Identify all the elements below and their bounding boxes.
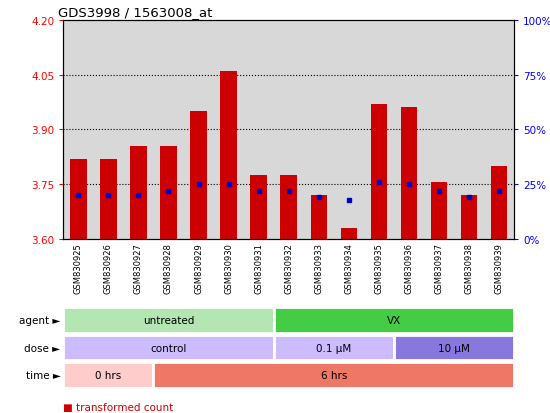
Text: time ►: time ► bbox=[26, 370, 60, 380]
Bar bbox=[63, 308, 274, 333]
Bar bbox=[63, 362, 153, 388]
Bar bbox=[371, 104, 387, 240]
Bar bbox=[274, 308, 514, 333]
Text: 0.1 μM: 0.1 μM bbox=[316, 343, 351, 353]
Bar bbox=[130, 147, 147, 240]
Bar bbox=[100, 159, 117, 240]
Bar bbox=[394, 335, 514, 361]
Text: ■ transformed count: ■ transformed count bbox=[63, 402, 173, 412]
Bar bbox=[311, 196, 327, 240]
Bar bbox=[63, 335, 274, 361]
Text: 6 hrs: 6 hrs bbox=[321, 370, 347, 380]
Bar bbox=[274, 335, 394, 361]
Text: 10 μM: 10 μM bbox=[438, 343, 470, 353]
Bar bbox=[280, 176, 297, 240]
Bar bbox=[221, 72, 237, 240]
Text: untreated: untreated bbox=[143, 316, 194, 325]
Bar bbox=[461, 196, 477, 240]
Bar bbox=[153, 362, 514, 388]
Bar bbox=[491, 166, 508, 240]
Text: dose ►: dose ► bbox=[24, 343, 60, 353]
Bar bbox=[160, 147, 177, 240]
Bar bbox=[250, 176, 267, 240]
Text: VX: VX bbox=[387, 316, 401, 325]
Bar bbox=[340, 229, 357, 240]
Bar bbox=[70, 159, 86, 240]
Text: control: control bbox=[150, 343, 186, 353]
Text: GDS3998 / 1563008_at: GDS3998 / 1563008_at bbox=[58, 6, 212, 19]
Bar bbox=[431, 183, 447, 240]
Text: 0 hrs: 0 hrs bbox=[95, 370, 122, 380]
Text: agent ►: agent ► bbox=[19, 316, 60, 325]
Bar bbox=[190, 112, 207, 240]
Bar bbox=[401, 108, 417, 240]
